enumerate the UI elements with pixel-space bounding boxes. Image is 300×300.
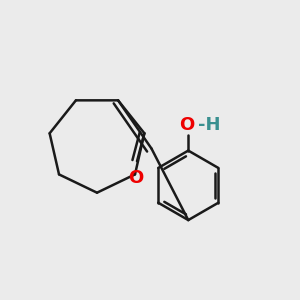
Text: O: O	[179, 116, 194, 134]
Text: O: O	[128, 169, 144, 187]
Text: -H: -H	[198, 116, 220, 134]
